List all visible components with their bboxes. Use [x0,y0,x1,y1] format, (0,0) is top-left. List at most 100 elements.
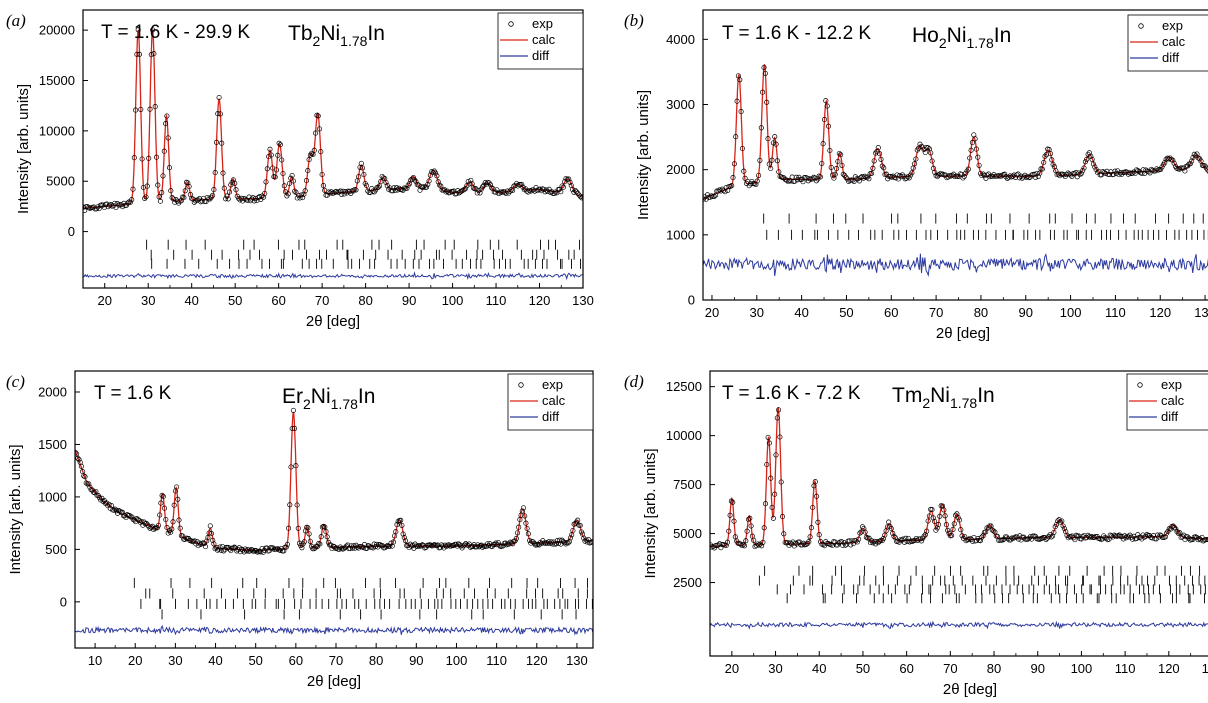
exp-point [570,187,576,193]
exp-point [1109,533,1115,539]
exp-point [135,27,141,33]
exp-point [205,535,211,541]
exp-point [924,528,930,534]
exp-point [1143,167,1149,173]
exp-point [247,548,253,554]
exp-point [1195,537,1201,543]
exp-point [1082,159,1088,165]
exp-point [976,162,982,168]
exp-point [900,536,906,542]
exp-point [95,204,101,210]
formula-part: Ni [947,24,967,47]
exp-point [504,542,510,548]
exp-point [932,169,938,175]
exp-point [820,141,826,147]
exp-point [225,196,231,202]
exp-point [560,184,566,190]
y-tick-label: 3000 [666,97,695,112]
exp-point [292,188,298,194]
exp-point [169,195,175,201]
exp-point [781,531,787,537]
exp-point [1086,534,1092,540]
exp-point [820,541,826,547]
exp-point [843,174,849,180]
exp-point [383,179,389,186]
exp-point [539,540,545,547]
y-axis: 0 1000 2000 3000 4000 Intensity [arb. units] [635,32,708,308]
x-tick-label: 90 [1030,661,1044,676]
exp-point [1196,536,1202,542]
exp-point [956,517,963,523]
exp-point [142,195,148,201]
exp-point [377,542,383,548]
y-axis-label: Intensity [arb. units] [635,90,652,220]
y-tick-label: 10000 [666,428,702,443]
exp-point [286,525,292,531]
exp-point [165,530,171,536]
exp-point [929,158,935,164]
exp-point [297,195,303,201]
exp-point [1144,532,1150,538]
exp-point [552,541,558,548]
exp-point [570,527,576,534]
exp-point [461,187,467,193]
exp-point [711,193,717,199]
exp-point [305,168,311,174]
exp-point [212,170,218,176]
x-tick-label: 80 [974,305,988,320]
exp-point [832,171,838,177]
formula-part: 1.78 [340,33,367,49]
exp-point [737,77,743,83]
exp-point [577,522,583,529]
exp-point [741,543,748,549]
exp-point [769,504,775,511]
exp-point [76,457,82,463]
exp-point [414,543,421,550]
exp-point [1064,171,1070,178]
formula-part: Ni [930,384,950,407]
exp-point [157,512,163,518]
plot-frame [82,9,584,289]
exp-point [354,544,360,550]
exp-point [1139,170,1145,176]
exp-point [208,530,215,537]
exp-point [198,199,204,205]
exp-point [1187,161,1193,167]
reflection-ticks-row-2 [145,588,588,599]
exp-point [723,542,729,549]
exp-point [876,538,883,544]
exp-point [395,518,401,524]
exp-point [787,540,793,546]
exp-point [153,154,160,160]
exp-point [169,526,175,532]
exp-point [425,181,431,187]
exp-point [388,540,394,546]
y-tick-label: 1500 [38,437,67,452]
legend-label-exp: exp [532,16,553,31]
exp-point [731,518,737,524]
exp-point [323,192,329,198]
plot-area [75,407,593,636]
exp-point [1029,536,1035,542]
exp-point [231,544,237,550]
exp-point [909,170,915,176]
exp-point [177,525,183,531]
legend-exp-marker [508,21,514,27]
y-tick-label: 5000 [46,174,75,189]
exp-point [215,547,221,553]
diff-curve [75,625,593,636]
exp-point [423,184,430,190]
exp-point [1191,151,1197,157]
x-tick-label: 100 [1060,305,1082,320]
exp-point [1069,533,1075,539]
exp-point [241,549,247,555]
formula-part: In [994,24,1012,47]
exp-point [281,183,287,189]
exp-point [844,541,850,547]
exp-point [288,464,294,470]
plot-area [83,27,583,281]
reflection-ticks-row-2 [150,249,575,260]
exp-point [161,505,168,511]
exp-point [915,537,921,543]
